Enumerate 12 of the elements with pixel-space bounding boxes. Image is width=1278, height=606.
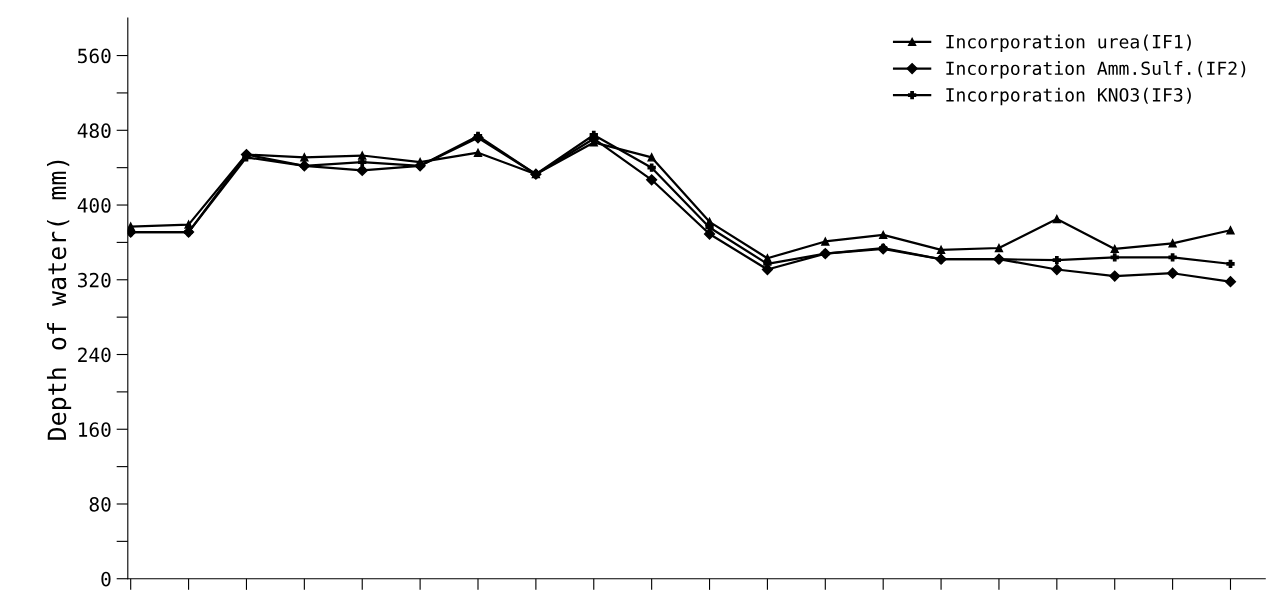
y-tick-label: 560 — [78, 48, 111, 64]
y-tick-label: 240 — [78, 347, 111, 363]
y-tick-label: 0 — [101, 571, 111, 587]
y-tick-label: 160 — [79, 422, 111, 437]
y-axis-title: Depth of water( mm) — [46, 160, 72, 440]
y-tick-label: 320 — [78, 272, 111, 288]
y-tick-label: 400 — [77, 198, 111, 213]
y-tick-label: 480 — [77, 123, 111, 139]
legend-label: Incorporation KNO3(IF3) — [946, 87, 1191, 106]
legend-label: Incorporation Amm.Sulf.(IF2) — [946, 61, 1246, 79]
y-tick-label: 80 — [89, 497, 111, 512]
legend-label: Incorporation urea(IF1) — [946, 34, 1191, 52]
